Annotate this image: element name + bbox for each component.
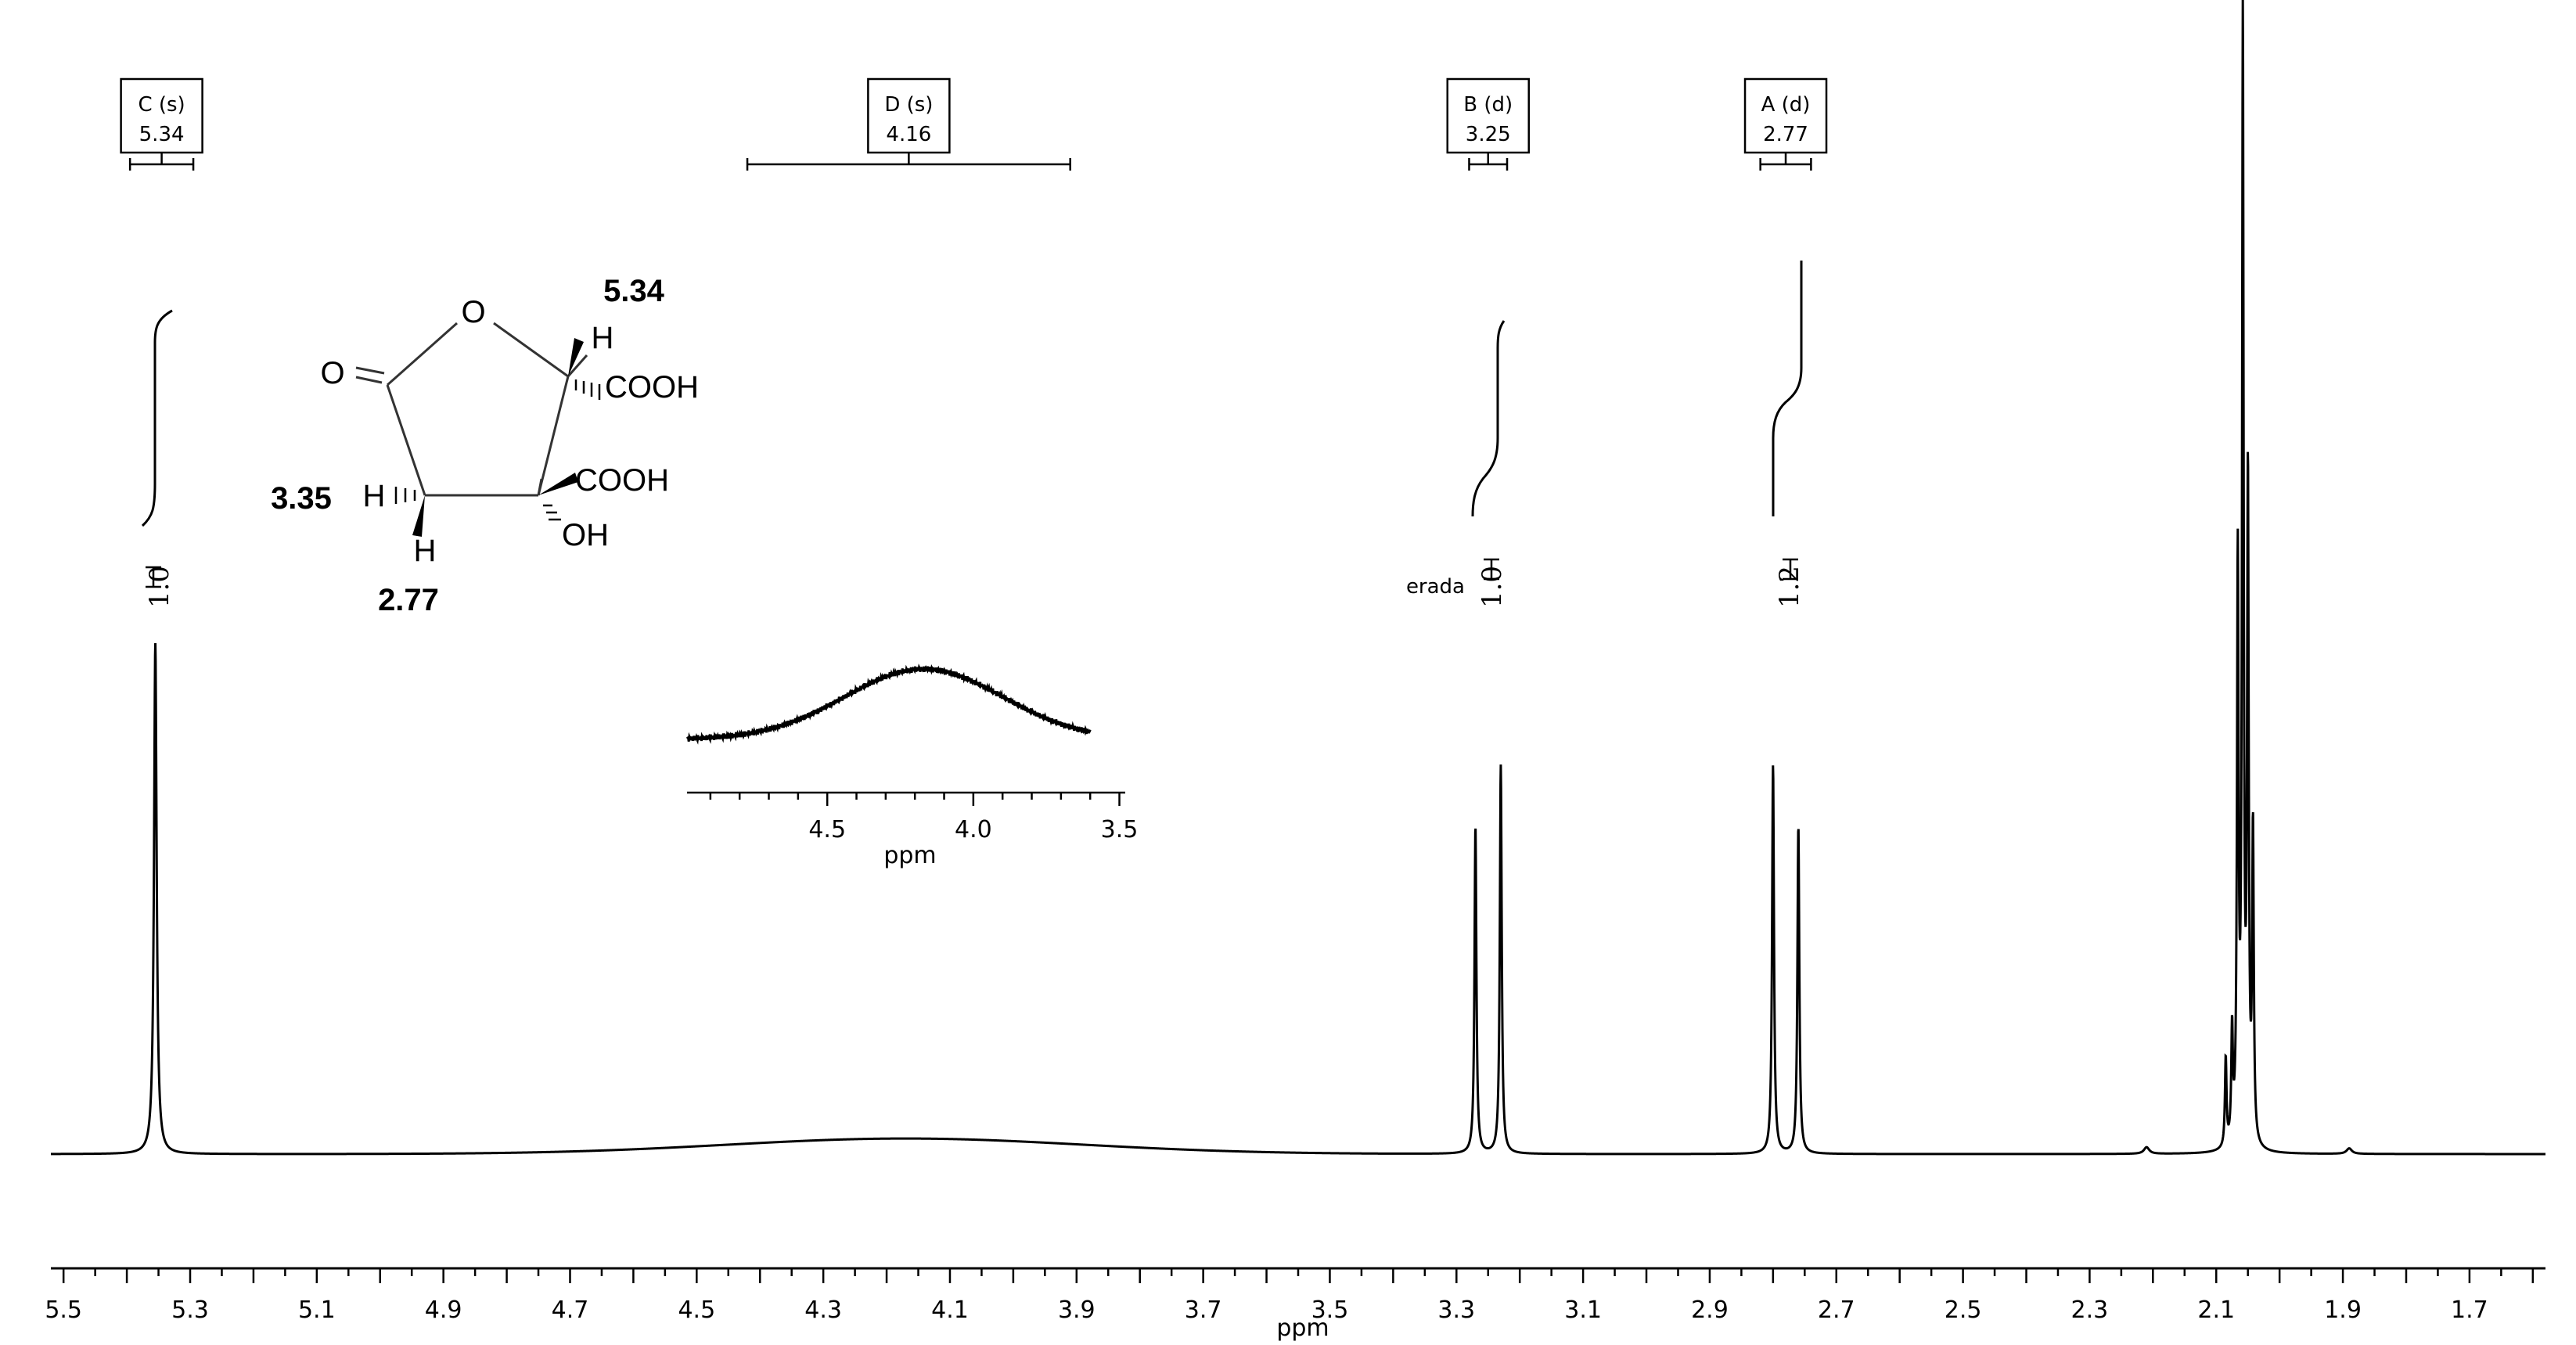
oh-label: OH [562, 518, 609, 552]
shift-label-top: 5.34 [603, 274, 665, 308]
inset-tick-label: 4.0 [955, 816, 992, 843]
carbonyl-oxygen-label: O [320, 356, 344, 390]
multiplet-annotations: C (s) 5.34 D (s) 4.16 B (d) 3.25 A (d) 2.77 [120, 77, 1828, 171]
integral-curves [141, 261, 1803, 527]
multiplet-shift: 4.16 [886, 123, 931, 146]
multiplet-letter: D (s) [884, 93, 933, 117]
multiplet-range [1468, 158, 1509, 171]
annotation-fragment: erada [1406, 575, 1465, 599]
inset-tick-label: 3.5 [1101, 816, 1139, 843]
multiplet-range [746, 158, 1071, 171]
inset-axis-title: ppm [883, 842, 936, 869]
wedge-bond-h-top [568, 338, 584, 376]
integral-span-marker-a [1783, 558, 1798, 581]
x-axis-tick-label: 3.7 [1185, 1296, 1222, 1324]
inset-axis-ticks [709, 793, 1121, 806]
x-axis-tick-label: 4.1 [931, 1296, 969, 1324]
h-top-label: H [592, 321, 614, 355]
multiplet-letter: A (d) [1761, 93, 1811, 117]
multiplet-annotation: B (d) 3.25 [1446, 77, 1530, 171]
x-axis-tick-label: 4.7 [552, 1296, 589, 1324]
hash-bond-h-left [394, 487, 416, 504]
multiplet-shift: 2.77 [1763, 123, 1808, 146]
x-axis: 5.5 5.3 5.1 4.9 4.7 4.5 4.3 4.1 3.9 3.7 3.5 3.3 3.1 2… [45, 1267, 2545, 1342]
wedge-bond-h-bottom [412, 495, 425, 537]
ring-oxygen-label: O [461, 295, 485, 329]
x-axis-tick-label: 1.7 [2451, 1296, 2488, 1324]
shift-label-bottom: 2.77 [378, 583, 439, 617]
x-axis-tick-label: 2.5 [1945, 1296, 1982, 1324]
cooh-mid-label: COOH [575, 463, 669, 498]
x-axis-tick-label: 3.3 [1437, 1296, 1475, 1324]
wedge-bond-cooh-mid [538, 473, 578, 495]
integral-curve-c [141, 309, 173, 527]
integral-curve-a [1772, 261, 1803, 516]
molecule-structure: O O H COOH COOH OH H H 5.34 3.35 2.77 [271, 274, 699, 617]
multiplet-shift: 3.25 [1466, 123, 1511, 146]
spectrum-trace [51, 0, 2545, 1156]
x-axis-tick-label: 5.5 [45, 1296, 82, 1324]
cooh-top-label: COOH [605, 370, 699, 405]
multiplet-range [128, 158, 195, 171]
x-axis-title: ppm [1276, 1314, 1329, 1342]
x-axis-tick-label: 2.1 [2197, 1296, 2235, 1324]
h-left-label: H [363, 479, 386, 513]
h-bottom-label: H [414, 534, 437, 568]
x-axis-tick-label: 3.1 [1564, 1296, 1602, 1324]
multiplet-letter: C (s) [138, 93, 185, 117]
inset-tick-label: 4.5 [808, 816, 846, 843]
integral-span-marker-c [146, 566, 161, 588]
inset-axis-tick-labels: 4.5 4.0 3.5 [808, 816, 1138, 843]
molecule-bonds [355, 322, 588, 497]
shift-label-left: 3.35 [271, 481, 332, 516]
x-axis-ticks [62, 1268, 2535, 1283]
x-axis-tick-label: 4.3 [804, 1296, 842, 1324]
multiplet-annotation: D (s) 4.16 [746, 77, 1071, 171]
hash-bond-cooh-top [574, 379, 601, 400]
x-axis-tick-label: 4.5 [678, 1296, 715, 1324]
x-axis-tick-label: 2.9 [1691, 1296, 1729, 1324]
x-axis-tick-label: 4.9 [425, 1296, 462, 1324]
inset-chart: 4.5 4.0 3.5 ppm [685, 664, 1138, 869]
multiplet-shift: 5.34 [139, 123, 185, 146]
x-axis-tick-label: 2.3 [2071, 1296, 2109, 1324]
multiplet-range [1759, 158, 1812, 171]
x-axis-tick-label: 3.9 [1058, 1296, 1096, 1324]
multiplet-annotation: A (d) 2.77 [1743, 77, 1828, 171]
x-axis-tick-label: 5.1 [298, 1296, 336, 1324]
x-axis-tick-label: 2.7 [1818, 1296, 1855, 1324]
multiplet-letter: B (d) [1463, 93, 1513, 117]
x-axis-tick-label: 1.9 [2324, 1296, 2362, 1324]
integral-curve-b [1471, 320, 1506, 517]
x-axis-tick-label: 3.5 [1311, 1296, 1349, 1324]
x-axis-tick-label: 5.3 [171, 1296, 209, 1324]
integral-labels: 1.0 1.0 1.2 erada [144, 558, 1805, 608]
integral-span-marker-b [1484, 558, 1499, 581]
hash-bond-oh [543, 504, 561, 521]
multiplet-annotation: C (s) 5.34 [120, 77, 203, 171]
inset-trace [685, 664, 1092, 745]
x-axis-tick-labels: 5.5 5.3 5.1 4.9 4.7 4.5 4.3 4.1 3.9 3.7 3.5 3.3 3.1 2… [45, 1296, 2488, 1324]
